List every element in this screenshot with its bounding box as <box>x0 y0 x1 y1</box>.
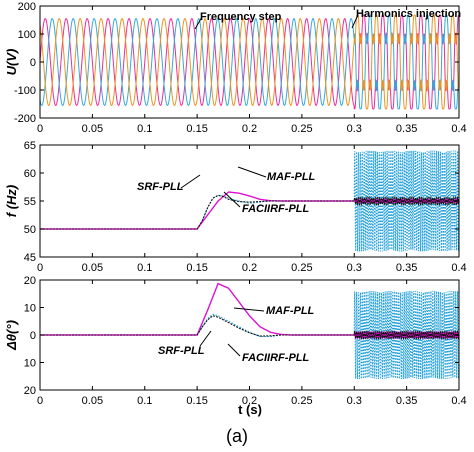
x-tick-label: 0.2 <box>242 123 257 135</box>
y-tick-label: 20 <box>24 275 36 287</box>
figure-caption: (a) <box>226 426 248 446</box>
frequency-ylabel: f (Hz) <box>4 185 19 218</box>
faciirf-pll-pointer-2 <box>227 343 241 357</box>
phase-voltage-line <box>39 14 460 110</box>
frequency-step-arrow <box>194 16 203 30</box>
label-maf-pll: MAF-PLL <box>267 171 316 183</box>
x-tick-label: 0.25 <box>291 123 312 135</box>
y-tick-label: 60 <box>24 168 36 180</box>
y-tick-label: -200 <box>14 113 36 125</box>
y-tick-label: 10 <box>24 358 36 370</box>
x-tick-label: 0.3 <box>347 395 362 407</box>
y-tick-label: 20 <box>24 385 36 397</box>
maf-pll-pointer <box>237 166 267 178</box>
voltage-panel: 0 0.05 0.1 0.15 0.2 0.25 0.3 0.35 0.4 -200 -100 0 10… <box>4 1 467 135</box>
frequency-curves <box>40 150 460 252</box>
faciirf-pll-line <box>40 194 460 230</box>
label-faciirf-pll: FACIIRF-PLL <box>242 203 309 215</box>
y-tick-label: 200 <box>18 1 36 13</box>
x-tick-label: 0.05 <box>82 123 103 135</box>
phase-error-panel: 0 0.05 0.1 0.15 0.2 0.25 0.3 0.35 0.4 20 10 0 10 20 Δ… <box>4 275 467 407</box>
y-tick-label: 65 <box>24 140 36 152</box>
y-tick-label: -100 <box>14 85 36 97</box>
x-axis-label: t (s) <box>238 402 262 417</box>
x-tick-label: 0.2 <box>242 262 257 274</box>
y-tick-label: 100 <box>18 29 36 41</box>
phase-error-curves <box>40 282 460 380</box>
label-srf-pll: SRF-PLL <box>137 181 184 193</box>
srf-pll-pointer-2 <box>199 330 212 347</box>
phase-voltage-line <box>39 14 460 110</box>
x-tick-label: 0.15 <box>186 395 207 407</box>
x-tick-label: 0.35 <box>396 262 417 274</box>
label-maf-pll-2: MAF-PLL <box>266 305 315 317</box>
x-tick-label: 0.1 <box>137 262 152 274</box>
maf-pll-pointer-2 <box>233 307 265 312</box>
x-tick-label: 0 <box>37 123 43 135</box>
y-tick-label: 0 <box>30 330 36 342</box>
x-tick-label: 0.3 <box>347 123 362 135</box>
x-tick-label: 0.25 <box>291 262 312 274</box>
y-tick-label: 45 <box>24 252 36 264</box>
x-tick-label: 0.4 <box>451 395 466 407</box>
faciirf-pll-line <box>40 315 460 341</box>
voltage-ticks: 0 0.05 0.1 0.15 0.2 0.25 0.3 0.35 0.4 -200 -100 0 10… <box>14 1 467 135</box>
x-tick-label: 0.25 <box>291 395 312 407</box>
x-tick-label: 0.15 <box>186 123 207 135</box>
label-faciirf-pll-2: FACIIRF-PLL <box>242 352 309 364</box>
frequency-panel: 0 0.05 0.1 0.15 0.2 0.25 0.3 0.35 0.44550556065 … <box>4 140 467 274</box>
y-tick-label: 0 <box>30 57 36 69</box>
x-tick-label: 0.05 <box>82 395 103 407</box>
annotation-harmonics-injection: Harmonics injection <box>356 8 461 20</box>
x-tick-label: 0 <box>37 262 43 274</box>
y-tick-label: 10 <box>24 303 36 315</box>
x-tick-label: 0.05 <box>82 262 103 274</box>
x-tick-label: 0.35 <box>396 395 417 407</box>
x-tick-label: 0 <box>37 395 43 407</box>
x-tick-label: 0.4 <box>451 262 466 274</box>
frequency-ticks: 0 0.05 0.1 0.15 0.2 0.25 0.3 0.35 0.4 45 50 55 60 65 <box>24 140 467 274</box>
voltage-ylabel: U(V) <box>4 49 19 76</box>
phase-error-ylabel: Δθ(°) <box>4 320 19 351</box>
phase-error-ticks: 0 0.05 0.1 0.15 0.2 0.25 0.3 0.35 0.4 20 10 0 10 20 <box>24 275 467 407</box>
x-tick-label: 0.15 <box>186 262 207 274</box>
x-tick-label: 0.1 <box>137 395 152 407</box>
label-srf-pll-2: SRF-PLL <box>158 345 205 357</box>
x-tick-label: 0.1 <box>137 123 152 135</box>
y-tick-label: 50 <box>24 224 36 236</box>
x-tick-label: 0.3 <box>347 262 362 274</box>
voltage-curves <box>39 14 460 110</box>
y-tick-label: 55 <box>24 196 36 208</box>
x-tick-label: 0.4 <box>451 123 466 135</box>
srf-pll-pointer <box>180 174 201 189</box>
x-tick-label: 0.2 <box>242 395 257 407</box>
harmonics-arrow <box>351 14 359 29</box>
annotation-frequency-step: Frequency step <box>200 11 282 23</box>
faciirf-pll-pointer <box>223 191 241 208</box>
x-tick-label: 0.35 <box>396 123 417 135</box>
